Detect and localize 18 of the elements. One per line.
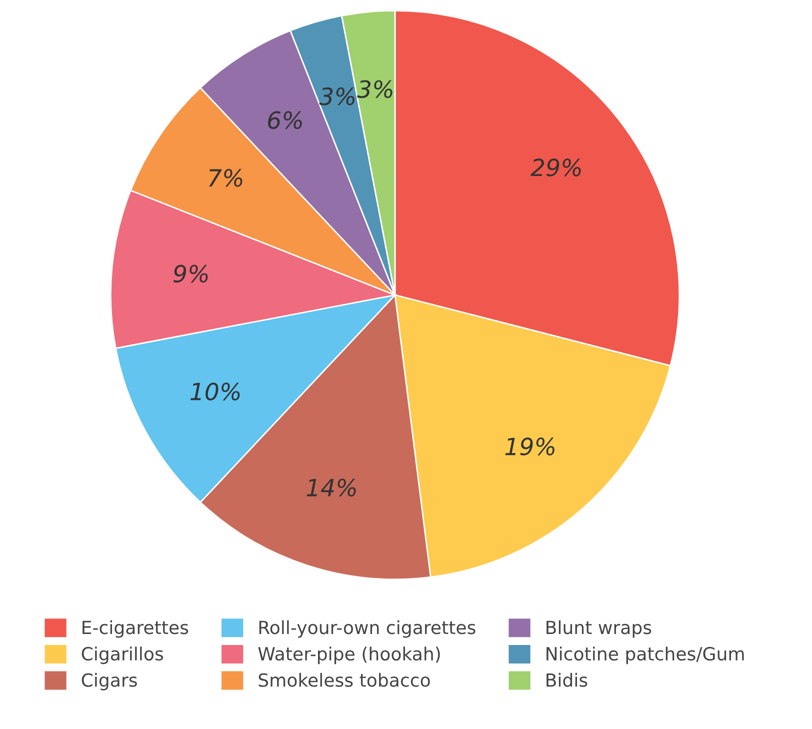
legend-label: Roll-your-own cigarettes: [259, 620, 476, 638]
data-label: 3%: [357, 80, 392, 98]
legend-label: E-cigarettes: [82, 620, 188, 638]
data-label: 3%: [319, 87, 354, 106]
data-label: 7%: [209, 168, 242, 187]
legend-label: Nicotine patches/Gum: [546, 646, 744, 664]
data-label: 9%: [174, 264, 208, 283]
legend-label: Water-pipe (hookah): [258, 646, 440, 664]
legend-label: Smokeless tobacco: [258, 672, 430, 687]
data-label: 14%: [306, 478, 356, 497]
data-label: 6%: [268, 111, 302, 130]
legend-label: Bidis: [546, 672, 588, 687]
legend-label: Cigars: [82, 672, 137, 690]
data-label: 29%: [530, 158, 581, 176]
legend-label: Cigarillos: [82, 646, 164, 664]
data-label: 19%: [505, 438, 554, 456]
data-label: 10%: [190, 382, 240, 400]
legend-label: Blunt wraps: [546, 620, 652, 638]
